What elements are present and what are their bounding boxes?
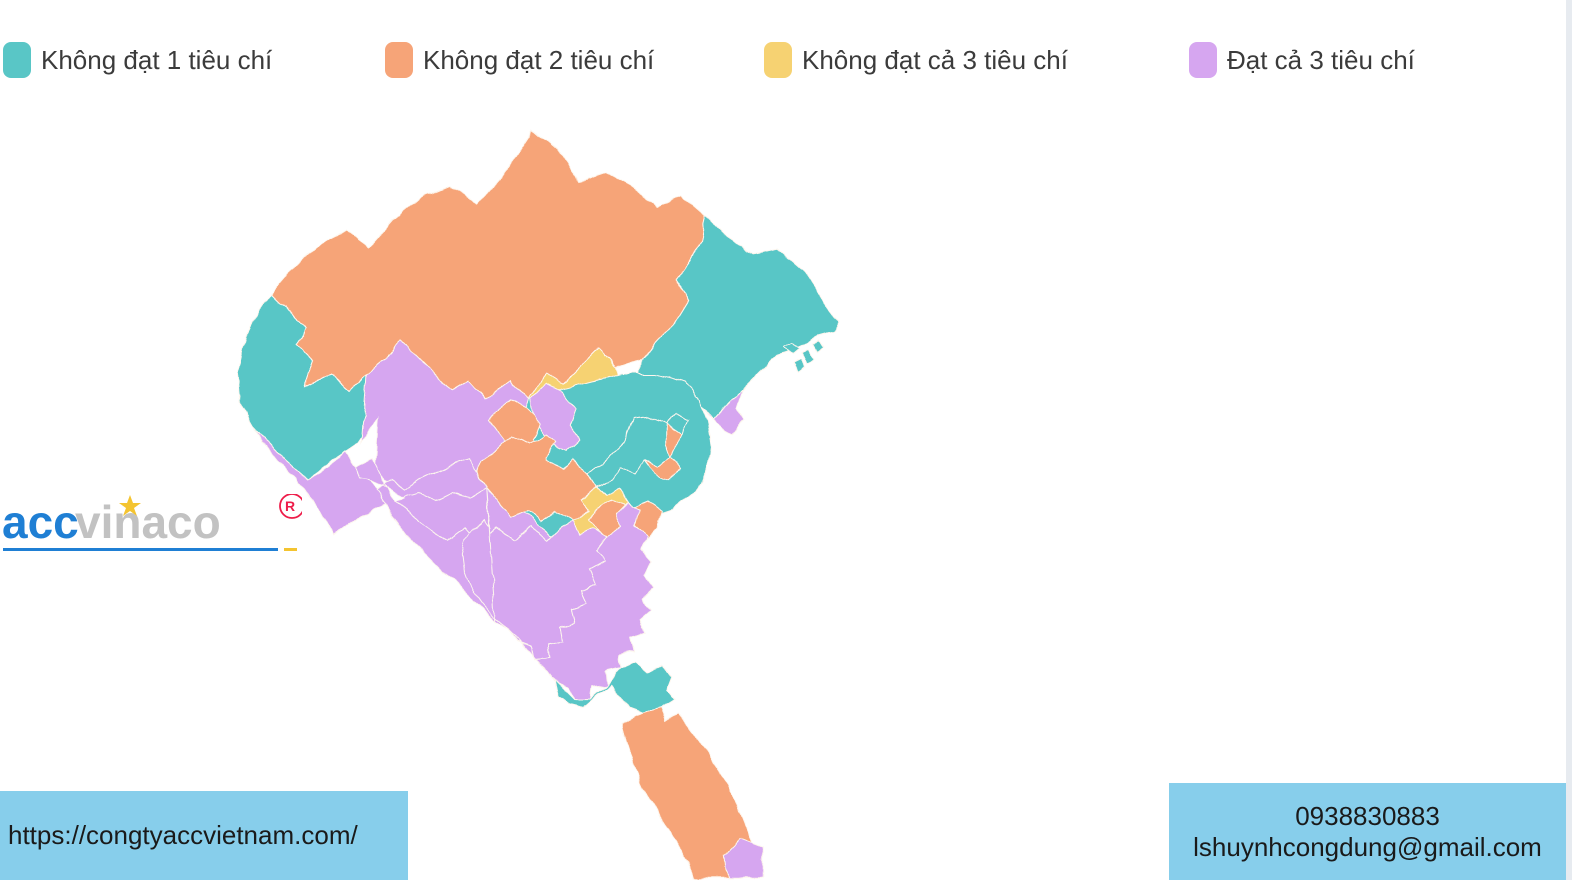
svg-text:acc: acc	[2, 496, 79, 548]
svg-text:vinaco: vinaco	[75, 496, 221, 548]
svg-text:R: R	[285, 498, 295, 514]
